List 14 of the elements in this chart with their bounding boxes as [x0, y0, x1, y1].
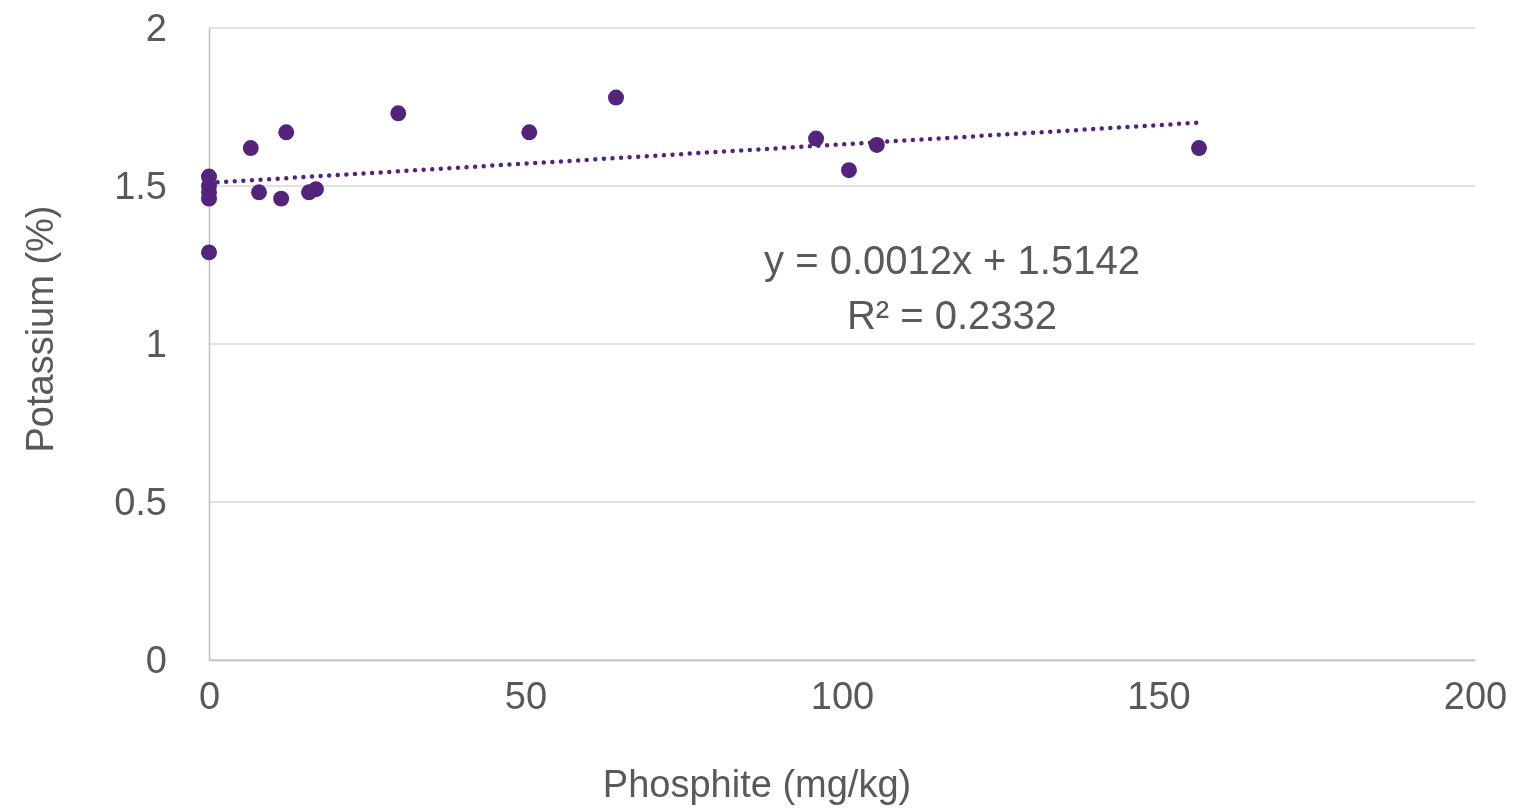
x-tick-label: 0 [198, 674, 221, 717]
y-axis-title: Potassium (%) [19, 205, 61, 453]
x-tick-label: 50 [504, 674, 548, 717]
y-tick-label: 0 [145, 638, 167, 681]
x-axis-title: Phosphite (mg/kg) [602, 763, 912, 805]
x-tick-label: 200 [1443, 674, 1508, 717]
x-tick-label: 150 [1127, 674, 1191, 717]
y-tick-label: 1.5 [114, 164, 167, 207]
x-tick-label: 100 [810, 674, 875, 717]
annotation: R² = 0.2332 [846, 293, 1058, 337]
y-tick-label: 0.5 [114, 480, 167, 523]
y-tick-label: 2 [145, 6, 167, 49]
annotation: y = 0.0012x + 1.5142 [764, 238, 1140, 282]
y-tick-label: 1 [145, 322, 167, 365]
